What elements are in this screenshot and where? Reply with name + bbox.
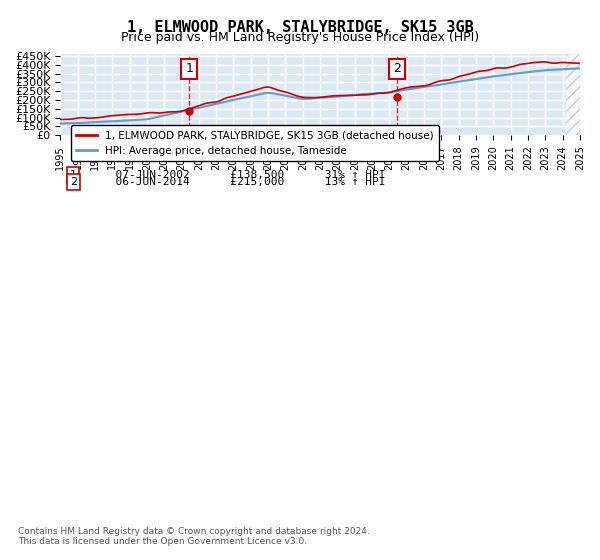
Text: Contains HM Land Registry data © Crown copyright and database right 2024.
This d: Contains HM Land Registry data © Crown c… <box>18 526 370 546</box>
Text: 1: 1 <box>185 62 193 75</box>
FancyBboxPatch shape <box>566 54 585 136</box>
Legend: 1, ELMWOOD PARK, STALYBRIDGE, SK15 3GB (detached house), HPI: Average price, det: 1, ELMWOOD PARK, STALYBRIDGE, SK15 3GB (… <box>71 125 439 161</box>
Text: 2: 2 <box>70 177 77 187</box>
Text: 06-JUN-2014      £215,000      13% ↑ HPI: 06-JUN-2014 £215,000 13% ↑ HPI <box>102 177 385 187</box>
Text: 2: 2 <box>393 62 401 75</box>
Bar <box>571 54 580 136</box>
Text: 07-JUN-2002      £138,500      31% ↑ HPI: 07-JUN-2002 £138,500 31% ↑ HPI <box>102 170 385 180</box>
Text: 1, ELMWOOD PARK, STALYBRIDGE, SK15 3GB: 1, ELMWOOD PARK, STALYBRIDGE, SK15 3GB <box>127 20 473 35</box>
Text: Price paid vs. HM Land Registry's House Price Index (HPI): Price paid vs. HM Land Registry's House … <box>121 31 479 44</box>
Text: 1: 1 <box>70 170 77 180</box>
